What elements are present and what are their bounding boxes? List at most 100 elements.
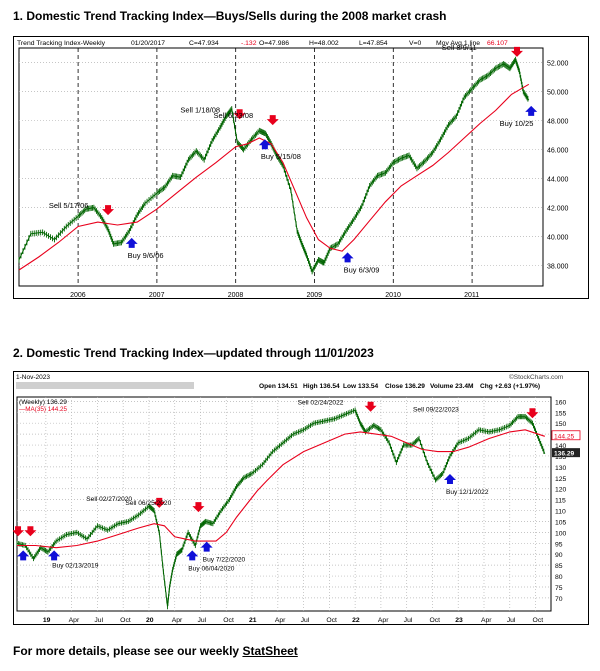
y-tick-label: 115 — [555, 498, 566, 505]
sell-arrow-6 — [192, 502, 205, 513]
chart2-header-item: Low 133.54 — [343, 383, 379, 390]
y-tick-label: 155 — [555, 410, 567, 417]
x-tick-label: Oct — [120, 617, 131, 624]
y-tick-label: 135 — [555, 454, 567, 461]
chart1-header-item: H=48.002 — [309, 40, 339, 47]
x-tick-label: Apr — [275, 617, 286, 624]
chart-frame — [13, 371, 589, 625]
signal-label: Buy 02/13/2019 — [52, 562, 99, 569]
signal-label: Sell 06/25/2020 — [125, 500, 171, 507]
chart1-header-item: V=0 — [409, 40, 422, 47]
chart2-header-item: Chg +2.63 (+1.97%) — [480, 383, 540, 390]
sell-arrow-11 — [526, 408, 539, 419]
signal-label: Sell 6/23/08 — [214, 111, 254, 120]
y-tick-label: 70 — [555, 596, 563, 603]
sell-arrow-0 — [102, 205, 115, 216]
y-tick-label: 105 — [555, 519, 567, 526]
chart2-ma-label: —MA(35) 144.25 — [19, 406, 67, 413]
plot-area — [16, 396, 552, 612]
x-tick-label: Jul — [507, 617, 516, 624]
signal-label: Buy 12/1/2022 — [446, 489, 489, 496]
x-tick-label: 22 — [352, 617, 360, 624]
last-ma-label: 144.25 — [554, 433, 575, 440]
x-tick-label: 2010 — [385, 292, 401, 299]
signal-label: Sell 1/18/08 — [180, 105, 220, 114]
chart1-heading: 1. Domestic Trend Tracking Index—Buys/Se… — [13, 9, 447, 23]
last-price-label: 136.29 — [554, 451, 575, 458]
signal-label: Sell 8/9/11 — [442, 43, 477, 52]
x-tick-label: Oct — [326, 617, 337, 624]
x-tick-label: Jul — [404, 617, 413, 624]
x-tick-label: Apr — [69, 617, 80, 624]
signal-label: Buy 9/6/06 — [128, 251, 164, 260]
signal-label: Buy 10/25 — [500, 119, 534, 128]
chart1-header-item: O=47.986 — [259, 40, 289, 47]
chart2-watermark: ©StockCharts.com — [509, 373, 563, 381]
x-tick-label: 20 — [146, 617, 154, 624]
chart1-svg: 52.000 50.000 48.000 46.000 44.000 42.000 40.0… — [13, 36, 589, 299]
x-tick-label: Apr — [378, 617, 389, 624]
x-tick-label: 23 — [455, 617, 463, 624]
sell-arrow-1 — [24, 526, 37, 537]
y-tick-label: 125 — [555, 476, 567, 483]
chart1-container: 52.000 50.000 48.000 46.000 44.000 42.000 40.0… — [13, 36, 589, 299]
chart2-weekly-label: (Weekly) 136.29 — [19, 399, 67, 406]
chart1-header-item: C=47.934 — [189, 40, 219, 47]
chart2-heading: 2. Domestic Trend Tracking Index—updated… — [13, 346, 374, 360]
chart2-header-item: Close 136.29 — [385, 383, 425, 390]
sell-arrow-4 — [266, 115, 279, 126]
statsheet-link[interactable]: StatSheet — [242, 644, 298, 658]
plot-area — [18, 47, 544, 287]
x-tick-label: 21 — [249, 617, 257, 624]
y-tick-label: 95 — [555, 541, 563, 548]
buy-arrow-7 — [186, 550, 199, 561]
y-tick-label: 42.000 — [547, 206, 569, 213]
chart2-header-item: High 136.54 — [303, 383, 340, 390]
x-tick-label: Jul — [94, 617, 103, 624]
sell-arrow-2 — [233, 109, 246, 120]
y-tick-label: 85 — [555, 563, 563, 570]
x-tick-label: Jul — [197, 617, 206, 624]
sell-arrow-9 — [364, 401, 377, 412]
y-tick-label: 80 — [555, 574, 563, 581]
x-tick-label: Oct — [223, 617, 234, 624]
x-tick-label: Jul — [301, 617, 310, 624]
moving-average-line — [18, 83, 530, 271]
y-tick-label: 160 — [555, 399, 567, 406]
x-tick-label: 2009 — [306, 292, 322, 299]
x-tick-label: Apr — [172, 617, 183, 624]
chart2-date: 1-Nov-2023 — [16, 374, 50, 381]
x-tick-label: Apr — [481, 617, 492, 624]
sell-arrow-0 — [12, 526, 25, 537]
y-tick-label: 120 — [555, 487, 567, 494]
chart1-header-item: Mov Avg 1 line — [436, 40, 480, 47]
chart1-header-item: Trend Tracking Index-Weekly — [17, 40, 106, 47]
x-tick-label: 2007 — [149, 292, 165, 299]
footer-text: For more details, please see our weekly — [13, 644, 243, 658]
x-tick-label: Oct — [533, 617, 544, 624]
x-tick-label: 2006 — [70, 292, 86, 299]
y-tick-label: 130 — [555, 465, 567, 472]
signal-label: Sell 5/17/06 — [49, 201, 89, 210]
buy-arrow-7 — [525, 105, 538, 116]
y-tick-label: 46.000 — [547, 148, 569, 155]
x-tick-label: 19 — [43, 617, 51, 624]
buy-arrow-8 — [200, 541, 213, 552]
buy-arrow-10 — [443, 473, 456, 484]
y-tick-label: 44.000 — [547, 177, 569, 184]
buy-arrow-3 — [258, 139, 271, 150]
y-tick-label: 150 — [555, 421, 567, 428]
chart2-title-placeholder — [16, 382, 194, 389]
sell-arrow-5 — [153, 497, 166, 508]
signal-label: Buy 5/15/08 — [261, 152, 301, 161]
signal-label: Buy 06/04/2020 — [188, 565, 235, 572]
chart2-header-item: Open 134.51 — [259, 383, 298, 390]
chart1-header-item: 01/20/2017 — [131, 40, 165, 47]
chart2-svg: 1601551501451401351301251201151101051009… — [12, 371, 589, 625]
price-line — [18, 58, 530, 273]
signal-label: Buy 7/22/2020 — [203, 557, 246, 564]
buy-arrow-3 — [48, 550, 61, 561]
chart1-header-item: L=47.854 — [359, 40, 388, 47]
signal-label: Sell 09/22/2023 — [413, 406, 459, 413]
y-tick-label: 52.000 — [547, 61, 569, 68]
